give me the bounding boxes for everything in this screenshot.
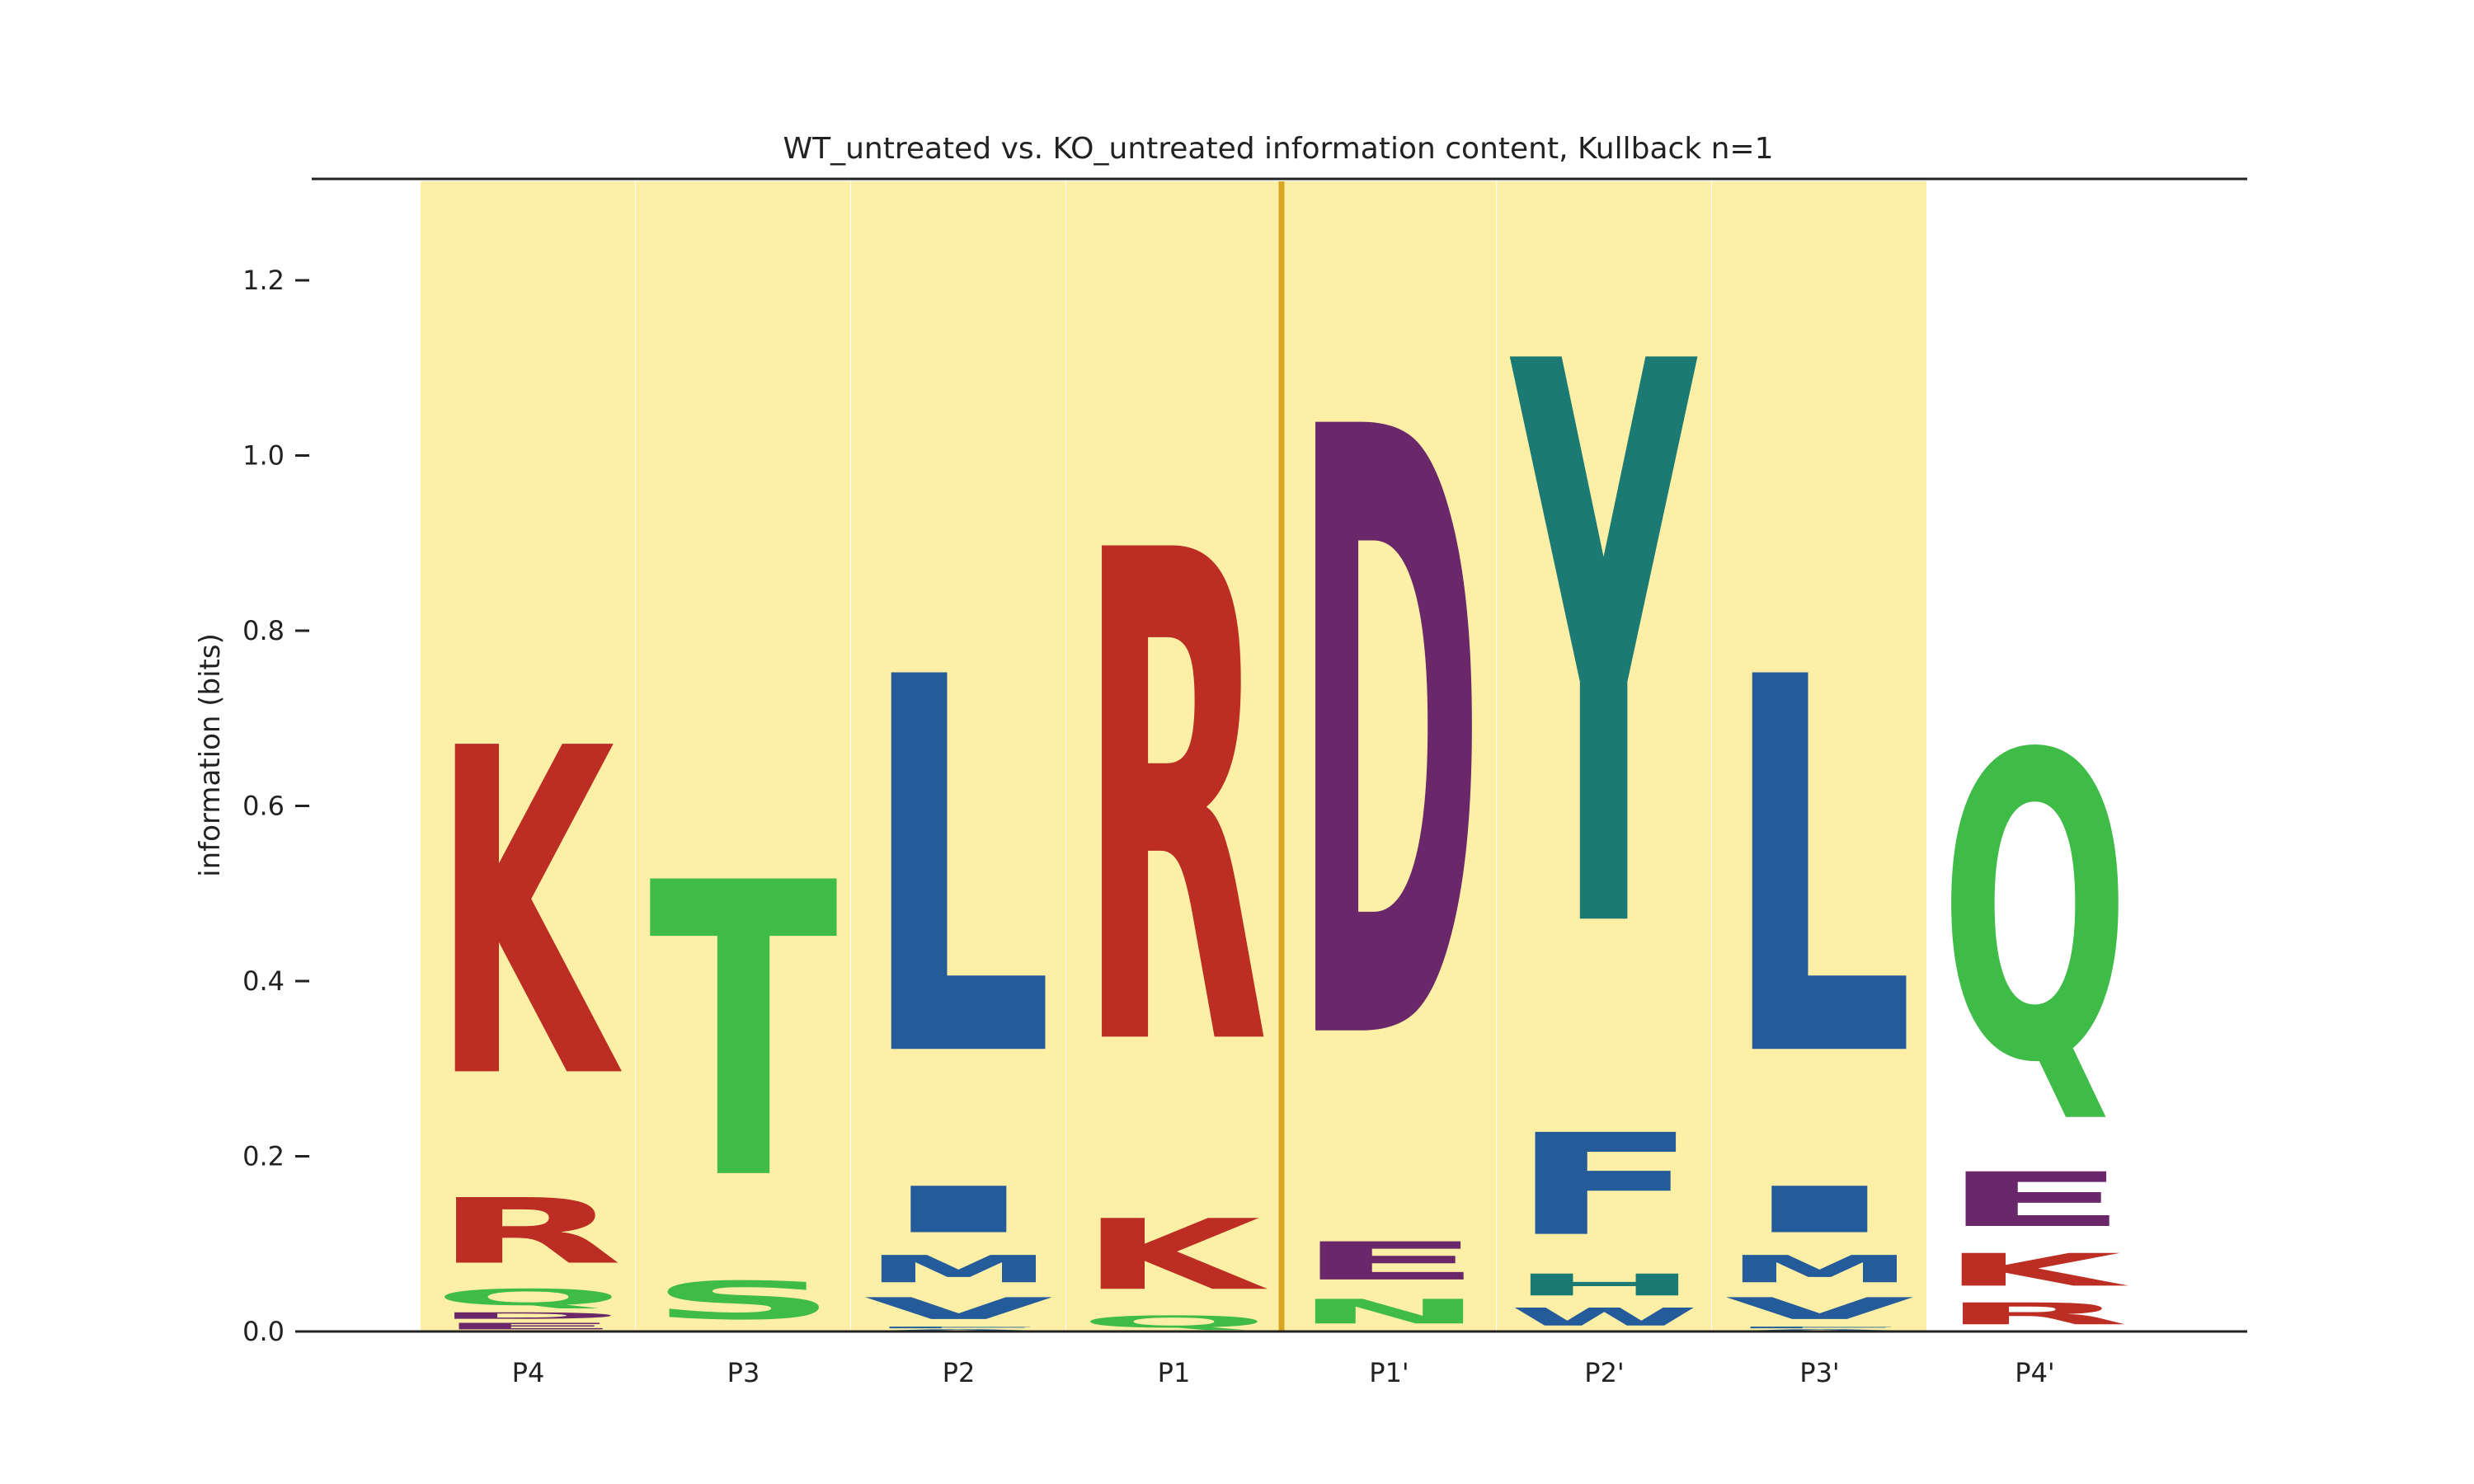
svg-text:A: A — [1725, 1329, 1915, 1331]
logo-letter-e-p1-prime: E — [1295, 1231, 1484, 1292]
logo-letter-a-p2: A — [864, 1329, 1054, 1331]
highlight-bands — [421, 181, 1926, 1331]
x-tick-label-p4-prime: P4' — [2015, 1357, 2054, 1388]
logo-letter-l-p3-prime: L — [1725, 570, 1915, 1171]
svg-text:S: S — [649, 1270, 839, 1331]
x-tick-label-p4: P4 — [512, 1357, 545, 1388]
svg-text:H: H — [1510, 1268, 1700, 1303]
svg-text:L: L — [864, 570, 1054, 1171]
svg-text:D: D — [434, 1311, 623, 1322]
logo-letter-q-p1: Q — [1079, 1313, 1269, 1331]
highlight-band-p2-prime — [1497, 181, 1711, 1331]
logo-letter-n-p1-prime: N — [1295, 1292, 1484, 1331]
svg-text:V: V — [864, 1291, 1054, 1326]
y-tick-label: 0.0 — [242, 1316, 285, 1347]
logo-letter-k-p4-prime: K — [1940, 1244, 2129, 1297]
logo-letter-t-p3: T — [649, 799, 840, 1269]
svg-text:E: E — [1940, 1157, 2130, 1244]
highlight-band-p3-prime — [1712, 181, 1926, 1331]
svg-text:V: V — [1725, 1291, 1915, 1326]
y-tick-label: 1.0 — [242, 440, 285, 472]
svg-text:L: L — [1725, 570, 1915, 1171]
svg-text:D: D — [1295, 256, 1484, 1228]
logo-letter-a-p3-prime: A — [1725, 1329, 1915, 1331]
svg-text:R: R — [1940, 1297, 2130, 1331]
svg-text:Y: Y — [1508, 204, 1698, 1101]
logo-letter-e-p4: E — [434, 1321, 623, 1331]
y-tick-label: 0.2 — [242, 1141, 285, 1172]
logo-letter-f-p2-prime: F — [1510, 1104, 1700, 1267]
svg-text:K: K — [434, 655, 623, 1178]
x-tick-label-p3-prime: P3' — [1799, 1357, 1839, 1388]
logo-letter-m-p3-prime: M — [1725, 1247, 1915, 1291]
logo-letter-h-p2-prime: H — [1510, 1268, 1700, 1303]
logo-letter-r-p4: R — [434, 1180, 623, 1284]
svg-text:I: I — [864, 1173, 1054, 1247]
logo-letter-q-p4-prime: Q — [1940, 668, 2130, 1156]
x-axis: P4 P3 P2 P1 P1' P2' P3' P4' — [512, 1357, 2055, 1388]
y-tick-label: 0.8 — [242, 615, 285, 646]
logo-letter-i-p2: I — [864, 1173, 1054, 1247]
logo-letter-r-p4-prime: R — [1940, 1297, 2130, 1331]
svg-text:T: T — [649, 799, 840, 1269]
logo-letter-d-p1-prime: D — [1295, 256, 1484, 1228]
logo-letter-f-p3-prime: F — [1725, 1327, 1915, 1329]
logo-letter-w-p2-prime: W — [1510, 1303, 1700, 1331]
svg-text:K: K — [1079, 1199, 1268, 1313]
highlight-band-p4 — [421, 181, 635, 1331]
svg-text:R: R — [434, 1180, 623, 1284]
x-tick-label-p2: P2 — [943, 1357, 976, 1388]
chart-title: WT_untreated vs. KO_untreated informatio… — [783, 132, 1773, 166]
highlight-band-p1-prime — [1282, 181, 1496, 1331]
logo-letter-q-p4: Q — [434, 1284, 623, 1311]
svg-text:Q: Q — [1940, 668, 2130, 1156]
y-tick-label: 0.4 — [242, 965, 285, 997]
logo-letter-k-p4: K — [434, 655, 623, 1178]
svg-text:Q: Q — [1079, 1313, 1269, 1331]
logo-letter-l-p2: L — [864, 570, 1054, 1171]
y-axis-label: information (bits) — [194, 633, 227, 877]
logo-letter-f-p2: F — [864, 1327, 1054, 1329]
svg-text:E: E — [1295, 1231, 1484, 1292]
svg-text:M: M — [1725, 1247, 1915, 1291]
svg-text:I: I — [1725, 1173, 1915, 1247]
logo-letter-d-p4: D — [434, 1311, 623, 1322]
x-tick-label-p1: P1 — [1158, 1357, 1191, 1388]
svg-text:Q: Q — [434, 1284, 623, 1311]
y-axis: 0.0 0.2 0.4 0.6 0.8 1.0 1.2 — [242, 265, 309, 1347]
logo-letter-i-p3-prime: I — [1725, 1173, 1915, 1247]
svg-text:R: R — [1079, 412, 1269, 1196]
svg-text:E: E — [434, 1321, 623, 1331]
x-tick-label-p1-prime: P1' — [1369, 1357, 1409, 1388]
logo-letter-k-p1: K — [1079, 1199, 1268, 1313]
logo-letter-m-p2: M — [864, 1247, 1054, 1291]
logo-letter-v-p2: V — [864, 1291, 1054, 1326]
x-tick-label-p3: P3 — [727, 1357, 760, 1388]
svg-text:F: F — [1510, 1104, 1700, 1267]
logo-letter-s-p3: S — [649, 1270, 839, 1331]
highlight-band-p2 — [851, 181, 1065, 1331]
svg-text:A: A — [864, 1329, 1054, 1331]
svg-text:M: M — [864, 1247, 1054, 1291]
highlight-band-p3 — [636, 181, 850, 1331]
y-tick-label: 0.6 — [242, 791, 285, 822]
y-tick-label: 1.2 — [242, 265, 285, 296]
logo-letter-v-p3-prime: V — [1725, 1291, 1915, 1326]
svg-text:F: F — [1725, 1327, 1915, 1329]
logo-letter-e-p4-prime: E — [1940, 1157, 2130, 1244]
logo-letter-y-p2-prime: Y — [1508, 204, 1698, 1101]
svg-text:K: K — [1940, 1244, 2129, 1297]
x-tick-label-p2-prime: P2' — [1584, 1357, 1624, 1388]
logo-letter-r-p1: R — [1079, 412, 1269, 1196]
highlight-band-p1 — [1066, 181, 1281, 1331]
svg-text:W: W — [1510, 1303, 1700, 1331]
svg-text:F: F — [864, 1327, 1054, 1329]
svg-text:N: N — [1295, 1292, 1484, 1331]
